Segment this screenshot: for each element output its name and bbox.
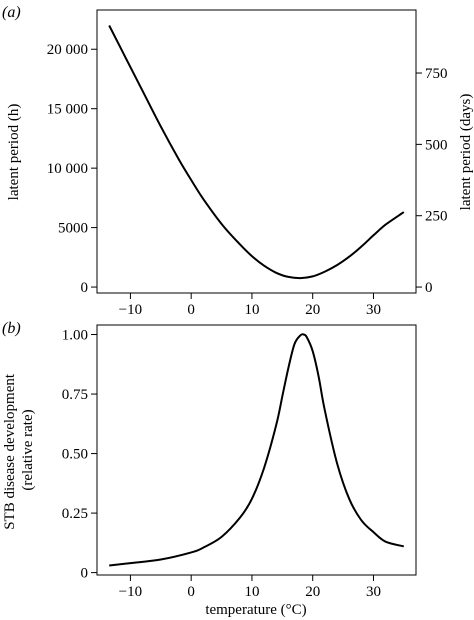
panel-b-y-tick-label: 0.25 (62, 506, 88, 522)
panel-b-x-ticks: −10 0 10 20 30 (119, 575, 381, 600)
panel-a-x-tick-label: −10 (119, 302, 142, 318)
panel-b-y-tick-label: 0 (81, 566, 89, 582)
panel-a-label: (a) (2, 4, 21, 21)
panel-b-x-tick-label: 30 (366, 584, 381, 600)
panel-a-x-tick-label: 0 (187, 302, 195, 318)
panel-a-latent-period-line (108, 25, 405, 280)
panel-b-y-axis-title: STB disease development (relative rate) (2, 370, 36, 530)
panel-b-label: (b) (2, 320, 21, 337)
panel-a-y-axis-title: latent period (h) (6, 104, 22, 201)
panel-a-x-tick-label: 20 (305, 302, 320, 318)
panel-a-y-tick-label: 15 000 (47, 102, 88, 118)
panel-b-y-tick-label: 0.50 (62, 447, 88, 463)
panel-b-frame (96, 324, 417, 576)
panel-a-y-tick-label: 5000 (58, 221, 88, 237)
panel-a-frame (96, 9, 417, 294)
panel-b-x-tick-label: 20 (305, 584, 320, 600)
panel-a-x-ticks: −10 0 10 20 30 (119, 293, 381, 318)
panel-b-x-tick-label: 10 (244, 584, 259, 600)
panel-a-y-tick-label: 0 (81, 280, 89, 296)
panel-b-x-tick-label: 0 (187, 584, 195, 600)
panel-a-x-tick-label: 30 (366, 302, 381, 318)
panel-a-y-tick-label: 10 000 (47, 161, 88, 177)
panel-a-y-tick-label: 20 000 (47, 42, 88, 58)
panel-a-y2-ticks: 0 250 500 750 (416, 66, 448, 296)
panel-b-disease-development-line (109, 333, 405, 567)
panel-b-x-tick-label: −10 (119, 584, 142, 600)
panel-a-y-ticks: 0 5000 10 000 15 000 20 000 (47, 42, 97, 296)
panel-a-y2-tick-label: 500 (425, 137, 448, 153)
panel-a-y2-tick-label: 250 (425, 209, 448, 225)
panel-b-x-axis-title: temperature (°C) (205, 602, 306, 618)
panel-a-x-tick-label: 10 (244, 302, 259, 318)
panel-a-y2-tick-label: 0 (425, 280, 433, 296)
panel-b-y-ticks: 0 0.25 0.50 0.75 1.00 (62, 328, 97, 582)
panel-a-y2-tick-label: 750 (425, 66, 448, 82)
panel-b-y-tick-label: 1.00 (62, 328, 88, 344)
panel-b-y-axis-title-line-1: STB disease development (2, 373, 18, 530)
panel-b: (b) −10 0 10 20 30 0 0.25 0.50 0.75 1.00 STB dis… (2, 320, 417, 618)
panel-b-y-axis-title-line-2: (relative rate) (20, 409, 36, 490)
panel-a-y2-axis-title: latent period (days) (458, 94, 474, 211)
panel-b-y-tick-label: 0.75 (62, 387, 88, 403)
